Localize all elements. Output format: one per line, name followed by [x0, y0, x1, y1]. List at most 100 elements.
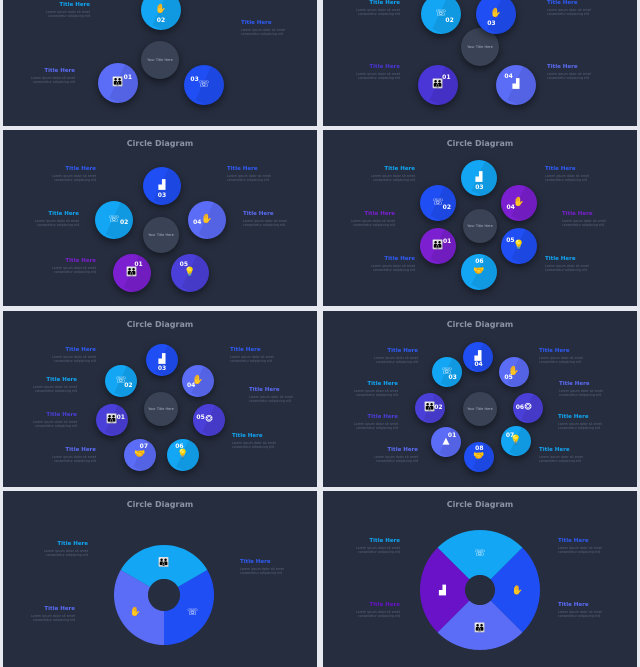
- slide-thumbnail[interactable]: Circle Diagram Your Title Here ▟ 03 ☏ 02 ✋ 04 👪 0…: [3, 311, 317, 487]
- diagram-circle-02[interactable]: 👪 02: [415, 393, 445, 423]
- slide-thumbnail[interactable]: Your Title Here ☏ 02 ✋ 03 👪 01 ▟ 04 Title Here Lor…: [323, 0, 637, 126]
- handshake-icon: 🤝: [134, 449, 146, 460]
- diagram-circle-01[interactable]: 👪 01: [98, 63, 138, 103]
- label-block: Title Here Lorem ipsum dolor sit amet con…: [539, 447, 589, 464]
- diagram-circle-03[interactable]: ☏ 03: [432, 357, 462, 387]
- diagram-circle-03[interactable]: ▟ 03: [461, 160, 497, 196]
- circle-number: 01: [123, 73, 132, 81]
- diagram-circle-06[interactable]: 💡 06: [167, 439, 199, 471]
- label-body: Lorem ipsum dolor sit amet consectetur a…: [241, 28, 285, 37]
- label-title: Title Here: [539, 447, 570, 453]
- slide-title: Circle Diagram: [446, 139, 514, 148]
- donut-segment[interactable]: [420, 547, 470, 633]
- label-block: Title Here Lorem ipsum dolor sit amet con…: [46, 258, 96, 275]
- hand-coin-icon: ✋: [490, 8, 502, 19]
- diagram-circle-07[interactable]: 💡 07: [501, 426, 531, 456]
- label-body: Lorem ipsum dolor sit amet consectetur a…: [371, 174, 415, 183]
- circle-number: 01: [447, 432, 457, 440]
- donut-segment[interactable]: [437, 530, 523, 580]
- slide-title: Circle Diagram: [126, 500, 194, 509]
- diagram-circle-06[interactable]: 🤝 06: [461, 254, 497, 290]
- people-icon: 👪: [126, 267, 138, 278]
- center-title-circle: Your Title Here: [141, 41, 179, 79]
- diagram-circle-01[interactable]: ▲ 01: [431, 427, 461, 457]
- center-title-circle: Your Title Here: [144, 392, 178, 426]
- label-block: Title Here Lorem ipsum dolor sit amet con…: [25, 68, 75, 85]
- label-block: Title Here Lorem ipsum dolor sit amet con…: [232, 433, 282, 450]
- diagram-circle-05[interactable]: 💡 05: [171, 254, 209, 292]
- donut-segment[interactable]: [490, 547, 540, 633]
- donut-segment[interactable]: [164, 570, 214, 645]
- diagram-circle-02[interactable]: ☏ 02: [105, 365, 137, 397]
- diagram-circle-03[interactable]: ▟ 03: [143, 167, 181, 205]
- label-block: Title Here Lorem ipsum dolor sit amet con…: [558, 414, 608, 431]
- label-title: Title Here: [65, 166, 96, 172]
- diagram-circle-03[interactable]: ✋ 03: [476, 0, 516, 34]
- phone-clock-icon: ☏: [115, 375, 127, 386]
- diagram-circle-07[interactable]: 🤝 07: [124, 439, 156, 471]
- circle-number: 02: [124, 382, 133, 390]
- slide-thumbnail[interactable]: Circle Diagram Your Title Here ▟ 03 ☏ 02 ✋ 04 👪 0…: [323, 130, 637, 306]
- diagram-circle-02[interactable]: ☏ 02: [420, 185, 456, 221]
- circle-number: 05: [506, 237, 515, 245]
- label-title: Title Here: [558, 602, 589, 608]
- label-block: Title Here Lorem ipsum dolor sit amet con…: [27, 412, 77, 429]
- hand-coin-icon: ✋: [513, 197, 525, 208]
- circle-number: 01: [116, 414, 125, 422]
- label-block: Title Here Lorem ipsum dolor sit amet con…: [547, 64, 597, 81]
- diagram-circle-01[interactable]: 👪 01: [96, 404, 128, 436]
- circle-number: 02: [445, 17, 454, 25]
- slide-thumbnail[interactable]: Circle Diagram 👪 ☏ ✋ Title Here Lorem ipsum d…: [3, 491, 317, 667]
- diagram-circle-04[interactable]: ▟ 04: [463, 342, 493, 372]
- people-icon: 👪: [432, 79, 444, 90]
- donut-segment[interactable]: [120, 545, 208, 587]
- diagram-circle-03[interactable]: ☏ 03: [184, 65, 224, 105]
- diagram-circle-08[interactable]: 🤝 08: [464, 442, 494, 472]
- diagram-circle-02[interactable]: ✋ 02: [141, 0, 181, 30]
- label-title: Title Here: [59, 2, 90, 8]
- bulb-icon: 💡: [510, 435, 522, 446]
- diagram-circle-05[interactable]: 💡 05: [501, 228, 537, 264]
- diagram-circle-04[interactable]: ▟ 04: [496, 65, 536, 105]
- slide-thumbnail[interactable]: Your Title Here ✋ 02 👪 01 ☏ 03 Title Here Lorem …: [3, 0, 317, 126]
- slide-thumbnail[interactable]: Circle Diagram Your Title Here ▟ 04 ☏ 03 ✋ 05 👪 0…: [323, 311, 637, 487]
- label-body: Lorem ipsum dolor sit amet consectetur a…: [562, 219, 606, 228]
- label-title: Title Here: [243, 211, 274, 217]
- label-title: Title Here: [44, 606, 75, 612]
- label-body: Lorem ipsum dolor sit amet consectetur a…: [545, 174, 589, 183]
- slide-thumbnail[interactable]: Circle Diagram Your Title Here ▟ 03 ☏ 02 ✋ 04 👪 0…: [3, 130, 317, 306]
- label-body: Lorem ipsum dolor sit amet consectetur a…: [240, 567, 284, 576]
- diagram-circle-05[interactable]: ✋ 05: [499, 357, 529, 387]
- slide-thumbnail[interactable]: Circle Diagram ☏ ✋ 👪 ▟ Title Here Lorem ipsum …: [323, 491, 637, 667]
- diagram-circle-06[interactable]: ❂ 06: [513, 393, 543, 423]
- diagram-circle-01[interactable]: 👪 01: [113, 254, 151, 292]
- circle-number: 05: [179, 260, 189, 268]
- diagram-circle-03[interactable]: ▟ 03: [146, 344, 178, 376]
- diagram-circle-01[interactable]: 👪 01: [420, 228, 456, 264]
- diagram-circle-02[interactable]: ☏ 02: [421, 0, 461, 34]
- label-block: Title Here Lorem ipsum dolor sit amet con…: [46, 166, 96, 183]
- label-block: Title Here Lorem ipsum dolor sit amet con…: [40, 2, 90, 19]
- diagram-circle-02[interactable]: ☏ 02: [95, 201, 133, 239]
- label-block: Title Here Lorem ipsum dolor sit amet con…: [368, 348, 418, 365]
- label-body: Lorem ipsum dolor sit amet consectetur a…: [356, 72, 400, 81]
- people-icon: 👪: [474, 622, 485, 634]
- donut-segment[interactable]: [437, 600, 523, 650]
- circle-number: 04: [186, 382, 196, 390]
- label-body: Lorem ipsum dolor sit amet consectetur a…: [558, 422, 602, 431]
- label-body: Lorem ipsum dolor sit amet consectetur a…: [356, 8, 400, 17]
- circle-number: 02: [442, 203, 452, 211]
- label-title: Title Here: [369, 64, 400, 70]
- diagram-circle-01[interactable]: 👪 01: [418, 65, 458, 105]
- label-title: Title Here: [547, 64, 578, 70]
- diagram-circle-04[interactable]: ✋ 04: [188, 201, 226, 239]
- diagram-circle-04[interactable]: ✋ 04: [501, 185, 537, 221]
- diagram-circle-05[interactable]: ❂ 05: [193, 404, 225, 436]
- chart-icon: ▟: [438, 584, 447, 596]
- label-block: Title Here Lorem ipsum dolor sit amet con…: [350, 0, 400, 17]
- circle-number: 02: [434, 404, 443, 412]
- circle-number: 05: [196, 414, 205, 422]
- diagram-circle-04[interactable]: ✋ 04: [182, 365, 214, 397]
- donut-segment[interactable]: [113, 570, 164, 645]
- label-title: Title Here: [387, 348, 418, 354]
